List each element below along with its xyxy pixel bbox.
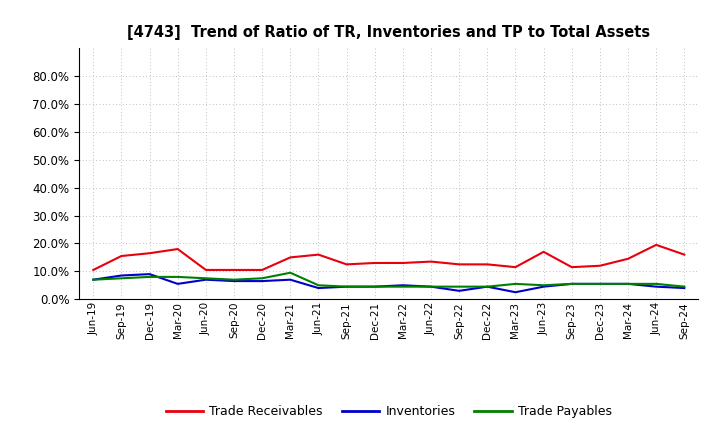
Inventories (652, 284, 660, 290)
Inventories (567, 281, 576, 286)
Inventories (202, 277, 210, 282)
Trade Receivables (145, 251, 154, 256)
Trade Receivables (652, 242, 660, 247)
Inventories (427, 284, 436, 290)
Trade Receivables (567, 264, 576, 270)
Trade Payables (624, 281, 632, 286)
Inventories (286, 277, 294, 282)
Trade Payables (455, 284, 464, 290)
Trade Receivables (117, 253, 126, 259)
Inventories (230, 279, 238, 284)
Inventories (483, 284, 492, 290)
Trade Receivables (399, 260, 408, 266)
Trade Payables (202, 275, 210, 281)
Inventories (145, 271, 154, 277)
Inventories (624, 281, 632, 286)
Trade Receivables (483, 262, 492, 267)
Trade Payables (511, 281, 520, 286)
Trade Payables (567, 281, 576, 286)
Inventories (455, 288, 464, 293)
Trade Receivables (202, 267, 210, 272)
Trade Payables (483, 284, 492, 290)
Inventories (258, 279, 266, 284)
Inventories (89, 277, 98, 282)
Inventories (174, 281, 182, 286)
Trade Receivables (511, 264, 520, 270)
Inventories (314, 286, 323, 291)
Trade Payables (370, 284, 379, 290)
Trade Receivables (680, 252, 688, 257)
Trade Payables (652, 281, 660, 286)
Trade Receivables (174, 246, 182, 252)
Inventories (595, 281, 604, 286)
Legend: Trade Receivables, Inventories, Trade Payables: Trade Receivables, Inventories, Trade Pa… (161, 400, 617, 423)
Trade Receivables (427, 259, 436, 264)
Trade Payables (680, 284, 688, 290)
Trade Receivables (539, 249, 548, 254)
Trade Payables (117, 275, 126, 281)
Inventories (680, 286, 688, 291)
Trade Payables (539, 282, 548, 288)
Inventories (539, 284, 548, 290)
Trade Receivables (230, 267, 238, 272)
Line: Trade Payables: Trade Payables (94, 273, 684, 287)
Line: Trade Receivables: Trade Receivables (94, 245, 684, 270)
Trade Payables (258, 275, 266, 281)
Trade Receivables (595, 263, 604, 268)
Trade Receivables (370, 260, 379, 266)
Inventories (399, 282, 408, 288)
Trade Payables (314, 282, 323, 288)
Title: [4743]  Trend of Ratio of TR, Inventories and TP to Total Assets: [4743] Trend of Ratio of TR, Inventories… (127, 25, 650, 40)
Trade Receivables (455, 262, 464, 267)
Trade Payables (89, 277, 98, 282)
Trade Receivables (342, 262, 351, 267)
Trade Payables (286, 270, 294, 275)
Trade Receivables (286, 255, 294, 260)
Inventories (370, 284, 379, 290)
Trade Payables (145, 274, 154, 279)
Inventories (342, 284, 351, 290)
Trade Payables (595, 281, 604, 286)
Trade Receivables (258, 267, 266, 272)
Inventories (511, 290, 520, 295)
Trade Payables (174, 274, 182, 279)
Trade Payables (399, 284, 408, 290)
Trade Receivables (624, 256, 632, 261)
Trade Receivables (89, 267, 98, 272)
Trade Receivables (314, 252, 323, 257)
Inventories (117, 273, 126, 278)
Line: Inventories: Inventories (94, 274, 684, 292)
Trade Payables (342, 284, 351, 290)
Trade Payables (427, 284, 436, 290)
Trade Payables (230, 277, 238, 282)
